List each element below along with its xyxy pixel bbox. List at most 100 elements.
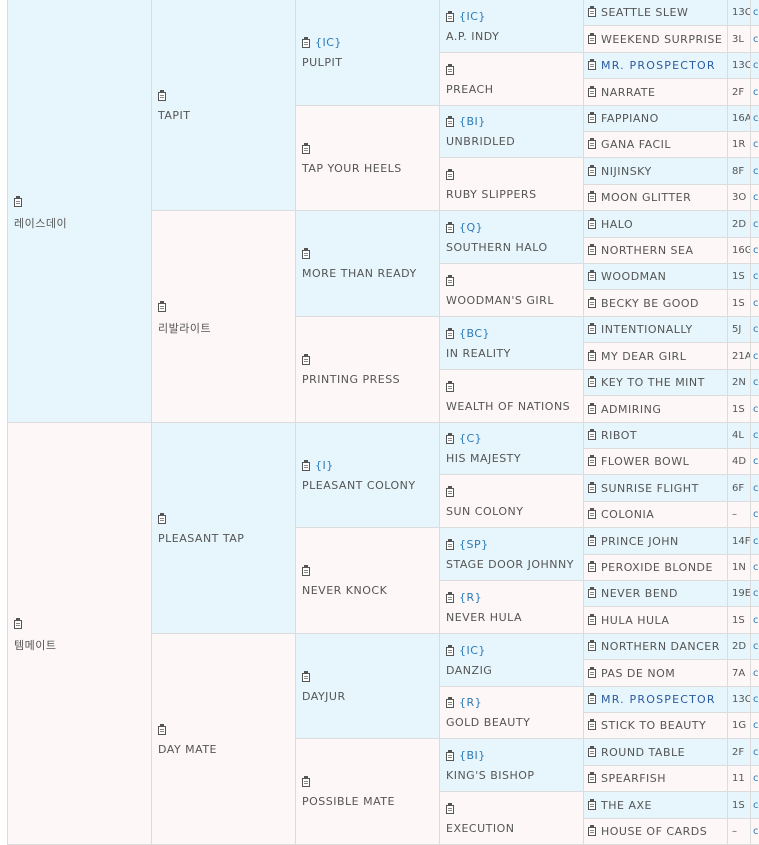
clipboard-icon[interactable]	[588, 323, 596, 334]
horse-name[interactable]: SPEARFISH	[601, 772, 667, 785]
clipboard-icon[interactable]	[302, 775, 310, 787]
next-generation-link[interactable]: c	[750, 185, 759, 211]
horse-name[interactable]: RUBY SLIPPERS	[446, 188, 537, 201]
horse-name[interactable]: MY DEAR GIRL	[601, 349, 687, 363]
clipboard-icon[interactable]	[446, 802, 454, 814]
horse-name[interactable]: DAYJUR	[302, 690, 346, 703]
horse-name[interactable]: NEVER HULA	[446, 611, 523, 624]
clipboard-icon[interactable]	[588, 349, 596, 361]
clipboard-icon[interactable]	[588, 6, 596, 17]
next-generation-link[interactable]: c	[750, 687, 759, 713]
clipboard-icon[interactable]	[588, 772, 596, 783]
horse-name[interactable]: INTENTIONALLY	[601, 323, 693, 336]
horse-name[interactable]: NEVER BEND	[601, 587, 678, 600]
horse-name[interactable]: NORTHERN SEA	[601, 244, 694, 257]
clipboard-icon[interactable]	[588, 719, 596, 730]
horse-name[interactable]: PLEASANT COLONY	[302, 479, 416, 492]
clipboard-icon[interactable]	[14, 617, 22, 629]
next-generation-link[interactable]: c	[750, 819, 759, 845]
next-generation-link[interactable]: c	[750, 792, 759, 819]
next-generation-link[interactable]: c	[750, 581, 759, 607]
next-generation-link[interactable]: c	[750, 713, 759, 739]
clipboard-icon[interactable]	[446, 221, 454, 233]
horse-name[interactable]: GOLD BEAUTY	[446, 716, 531, 729]
clipboard-icon[interactable]	[588, 613, 596, 625]
clipboard-icon[interactable]	[446, 749, 454, 761]
horse-name[interactable]: MORE THAN READY	[302, 267, 417, 280]
clipboard-icon[interactable]	[302, 36, 310, 48]
horse-name[interactable]: SOUTHERN HALO	[446, 241, 548, 254]
clipboard-icon[interactable]	[588, 217, 596, 229]
next-generation-link[interactable]: c	[750, 106, 759, 132]
horse-name[interactable]: BECKY BE GOOD	[601, 296, 700, 310]
next-generation-link[interactable]: c	[750, 739, 759, 766]
horse-name[interactable]: SUNRISE FLIGHT	[601, 481, 699, 495]
next-generation-link[interactable]: c	[750, 211, 759, 238]
clipboard-icon[interactable]	[588, 112, 596, 123]
next-generation-link[interactable]: c	[750, 555, 759, 581]
next-generation-link[interactable]: c	[750, 634, 759, 660]
horse-name[interactable]: MR. PROSPECTOR	[601, 693, 716, 706]
next-generation-link[interactable]: c	[750, 502, 759, 528]
clipboard-icon[interactable]	[588, 138, 596, 149]
horse-name[interactable]: WOODMAN	[601, 270, 667, 283]
horse-name[interactable]: RIBOT	[601, 429, 638, 442]
horse-name[interactable]: 레이스데이	[14, 217, 68, 230]
horse-name[interactable]: SEATTLE SLEW	[601, 6, 689, 19]
clipboard-icon[interactable]	[446, 538, 454, 550]
horse-name[interactable]: DAY MATE	[158, 743, 217, 756]
horse-name[interactable]: 리발라이트	[158, 322, 212, 335]
horse-name[interactable]: GANA FACIL	[601, 138, 672, 151]
clipboard-icon[interactable]	[302, 459, 310, 471]
horse-name[interactable]: TAP YOUR HEELS	[302, 162, 402, 175]
horse-name[interactable]: PAS DE NOM	[601, 666, 676, 680]
clipboard-icon[interactable]	[446, 168, 454, 180]
next-generation-link[interactable]: c	[750, 528, 759, 555]
horse-name[interactable]: MR. PROSPECTOR	[601, 59, 716, 72]
next-generation-link[interactable]: c	[750, 317, 759, 343]
horse-name[interactable]: HIS MAJESTY	[446, 452, 522, 465]
next-generation-link[interactable]: c	[750, 423, 759, 449]
horse-name[interactable]: COLONIA	[601, 508, 655, 521]
next-generation-link[interactable]: c	[750, 449, 759, 475]
next-generation-link[interactable]: c	[750, 0, 759, 26]
horse-name[interactable]: NEVER KNOCK	[302, 584, 388, 597]
horse-name[interactable]: HOUSE OF CARDS	[601, 825, 708, 838]
clipboard-icon[interactable]	[588, 534, 596, 546]
next-generation-link[interactable]: c	[750, 607, 759, 634]
horse-name[interactable]: KEY TO THE MINT	[601, 376, 705, 389]
next-generation-link[interactable]: c	[750, 79, 759, 106]
clipboard-icon[interactable]	[588, 825, 596, 836]
clipboard-icon[interactable]	[302, 564, 310, 576]
clipboard-icon[interactable]	[158, 512, 166, 524]
horse-name[interactable]: FLOWER BOWL	[601, 455, 690, 468]
clipboard-icon[interactable]	[588, 693, 596, 704]
clipboard-icon[interactable]	[158, 723, 166, 735]
horse-name[interactable]: STAGE DOOR JOHNNY	[446, 558, 574, 571]
horse-name[interactable]: POSSIBLE MATE	[302, 795, 395, 808]
horse-name[interactable]: ROUND TABLE	[601, 745, 686, 759]
clipboard-icon[interactable]	[588, 191, 596, 202]
clipboard-icon[interactable]	[588, 296, 596, 308]
next-generation-link[interactable]: c	[750, 396, 759, 423]
clipboard-icon[interactable]	[588, 164, 596, 176]
next-generation-link[interactable]: c	[750, 53, 759, 79]
clipboard-icon[interactable]	[588, 455, 596, 466]
clipboard-icon[interactable]	[588, 508, 596, 519]
clipboard-icon[interactable]	[302, 353, 310, 365]
clipboard-icon[interactable]	[446, 696, 454, 708]
clipboard-icon[interactable]	[588, 244, 596, 255]
clipboard-icon[interactable]	[14, 195, 22, 207]
clipboard-icon[interactable]	[588, 402, 596, 414]
clipboard-icon[interactable]	[588, 32, 596, 44]
clipboard-icon[interactable]	[588, 798, 596, 810]
horse-name[interactable]: PLEASANT TAP	[158, 532, 245, 545]
next-generation-link[interactable]: c	[750, 660, 759, 687]
next-generation-link[interactable]: c	[750, 26, 759, 53]
clipboard-icon[interactable]	[302, 142, 310, 154]
next-generation-link[interactable]: c	[750, 264, 759, 290]
horse-name[interactable]: EXECUTION	[446, 822, 515, 835]
clipboard-icon[interactable]	[588, 85, 596, 97]
clipboard-icon[interactable]	[588, 270, 596, 281]
horse-name[interactable]: SUN COLONY	[446, 505, 524, 518]
